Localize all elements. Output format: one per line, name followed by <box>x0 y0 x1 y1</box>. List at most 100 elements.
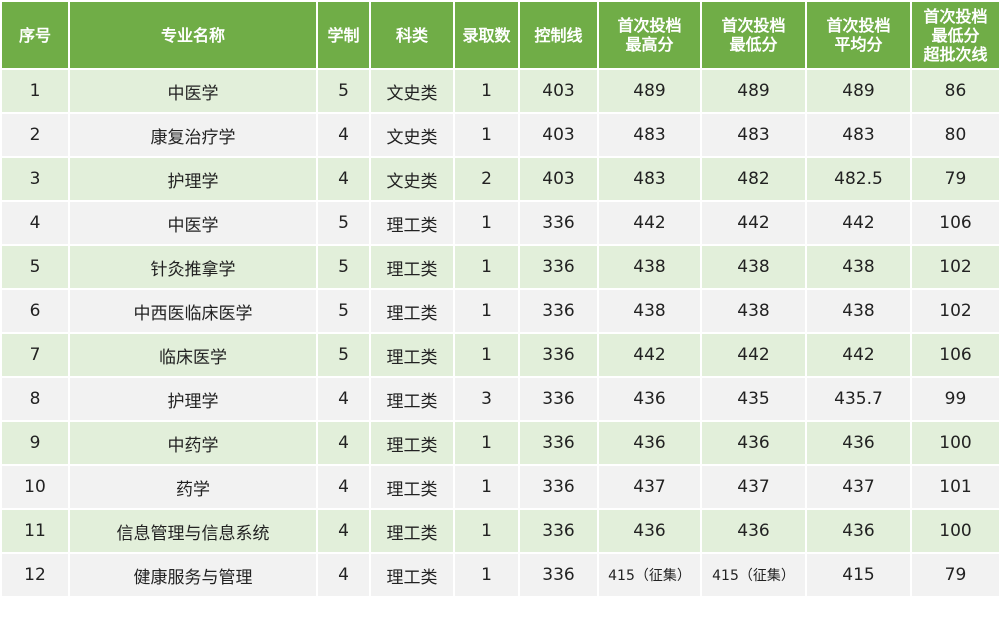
table-cell: 100 <box>910 420 999 466</box>
table-cell: 435 <box>700 376 807 422</box>
table-cell: 1 <box>453 244 520 290</box>
table-cell: 4 <box>316 376 371 422</box>
table-cell: 康复治疗学 <box>68 112 318 158</box>
table-cell: 489 <box>805 68 912 114</box>
table-cell: 438 <box>805 244 912 290</box>
table-cell: 106 <box>910 200 999 246</box>
table-cell: 5 <box>316 288 371 334</box>
column-header-line: 最低分 <box>931 25 980 45</box>
table-cell: 4 <box>316 156 371 202</box>
table-cell: 9 <box>0 420 70 466</box>
table-cell: 438 <box>700 244 807 290</box>
table-cell: 483 <box>597 156 702 202</box>
table-row: 4 中医学 5 理工类 1 336 442 442 442 106 <box>0 200 999 246</box>
table-cell: 1 <box>453 112 520 158</box>
table-cell: 理工类 <box>369 464 455 510</box>
table-cell: 437 <box>700 464 807 510</box>
table-cell: 403 <box>518 112 599 158</box>
table-cell: 2 <box>453 156 520 202</box>
table-cell: 489 <box>700 68 807 114</box>
table-row: 6 中西医临床医学 5 理工类 1 336 438 438 438 102 <box>0 288 999 334</box>
table-cell: 5 <box>316 244 371 290</box>
column-header: 序号 <box>0 0 70 70</box>
table-cell: 理工类 <box>369 376 455 422</box>
column-header-line: 最高分 <box>625 35 674 54</box>
table-cell: 中医学 <box>68 68 318 114</box>
table-cell: 4 <box>316 420 371 466</box>
table-cell: 4 <box>316 552 371 598</box>
column-header: 首次投档 最低分 超批次线 <box>910 0 999 70</box>
table-cell: 3 <box>0 156 70 202</box>
table-cell: 4 <box>316 464 371 510</box>
table-cell: 1 <box>453 464 520 510</box>
table-cell: 436 <box>597 420 702 466</box>
column-header: 学制 <box>316 0 371 70</box>
column-header-line: 超批次线 <box>923 44 988 64</box>
column-header-line: 最低分 <box>729 35 778 54</box>
table-cell: 4 <box>0 200 70 246</box>
table-cell: 5 <box>316 332 371 378</box>
table-cell: 102 <box>910 244 999 290</box>
table-cell: 1 <box>453 508 520 554</box>
table-cell: 文史类 <box>369 68 455 114</box>
table-cell: 435.7 <box>805 376 912 422</box>
admission-table: 序号 专业名称 学制 科类 录取数 控制线 首次投档 最高分 首次投档 最低分 首次投档 平均分 首次投… <box>0 0 999 598</box>
table-cell: 442 <box>805 200 912 246</box>
table-cell: 理工类 <box>369 244 455 290</box>
table-cell: 护理学 <box>68 376 318 422</box>
table-cell: 5 <box>316 200 371 246</box>
table-row: 10 药学 4 理工类 1 336 437 437 437 101 <box>0 464 999 510</box>
table-cell: 信息管理与信息系统 <box>68 508 318 554</box>
table-cell: 理工类 <box>369 332 455 378</box>
table-cell: 理工类 <box>369 508 455 554</box>
table-cell: 482 <box>700 156 807 202</box>
column-header: 专业名称 <box>68 0 318 70</box>
table-cell: 106 <box>910 332 999 378</box>
table-cell: 临床医学 <box>68 332 318 378</box>
table-cell: 483 <box>805 112 912 158</box>
table-cell: 436 <box>700 420 807 466</box>
table-cell: 336 <box>518 552 599 598</box>
table-cell: 483 <box>597 112 702 158</box>
table-cell: 336 <box>518 464 599 510</box>
table-cell: 1 <box>453 200 520 246</box>
table-cell: 文史类 <box>369 112 455 158</box>
table-cell: 理工类 <box>369 200 455 246</box>
table-cell: 1 <box>453 552 520 598</box>
column-header: 首次投档 平均分 <box>805 0 912 70</box>
table-cell: 336 <box>518 376 599 422</box>
table-cell: 438 <box>805 288 912 334</box>
table-cell: 1 <box>453 68 520 114</box>
table-cell: 442 <box>805 332 912 378</box>
table-cell: 442 <box>700 200 807 246</box>
table-cell: 436 <box>700 508 807 554</box>
table-cell: 1 <box>453 288 520 334</box>
column-header: 录取数 <box>453 0 520 70</box>
table-cell: 101 <box>910 464 999 510</box>
table-cell: 8 <box>0 376 70 422</box>
table-cell: 482.5 <box>805 156 912 202</box>
table-cell: 100 <box>910 508 999 554</box>
table-cell: 理工类 <box>369 420 455 466</box>
table-row: 7 临床医学 5 理工类 1 336 442 442 442 106 <box>0 332 999 378</box>
table-row: 2 康复治疗学 4 文史类 1 403 483 483 483 80 <box>0 112 999 158</box>
table-cell: 文史类 <box>369 156 455 202</box>
table-cell: 理工类 <box>369 288 455 334</box>
column-header-line: 首次投档 <box>923 6 988 26</box>
table-row: 9 中药学 4 理工类 1 336 436 436 436 100 <box>0 420 999 466</box>
table-cell: 436 <box>597 376 702 422</box>
table-cell: 3 <box>453 376 520 422</box>
table-cell: 336 <box>518 420 599 466</box>
table-cell: 415（征集） <box>597 552 702 598</box>
table-cell: 102 <box>910 288 999 334</box>
table-cell: 336 <box>518 200 599 246</box>
table-cell: 336 <box>518 288 599 334</box>
column-header: 科类 <box>369 0 455 70</box>
table-cell: 436 <box>805 420 912 466</box>
table-cell: 442 <box>597 200 702 246</box>
table-cell: 442 <box>700 332 807 378</box>
table-row: 12 健康服务与管理 4 理工类 1 336 415（征集） 415（征集） 415 79 <box>0 552 999 598</box>
table-cell: 6 <box>0 288 70 334</box>
table-cell: 403 <box>518 68 599 114</box>
column-header: 首次投档 最高分 <box>597 0 702 70</box>
